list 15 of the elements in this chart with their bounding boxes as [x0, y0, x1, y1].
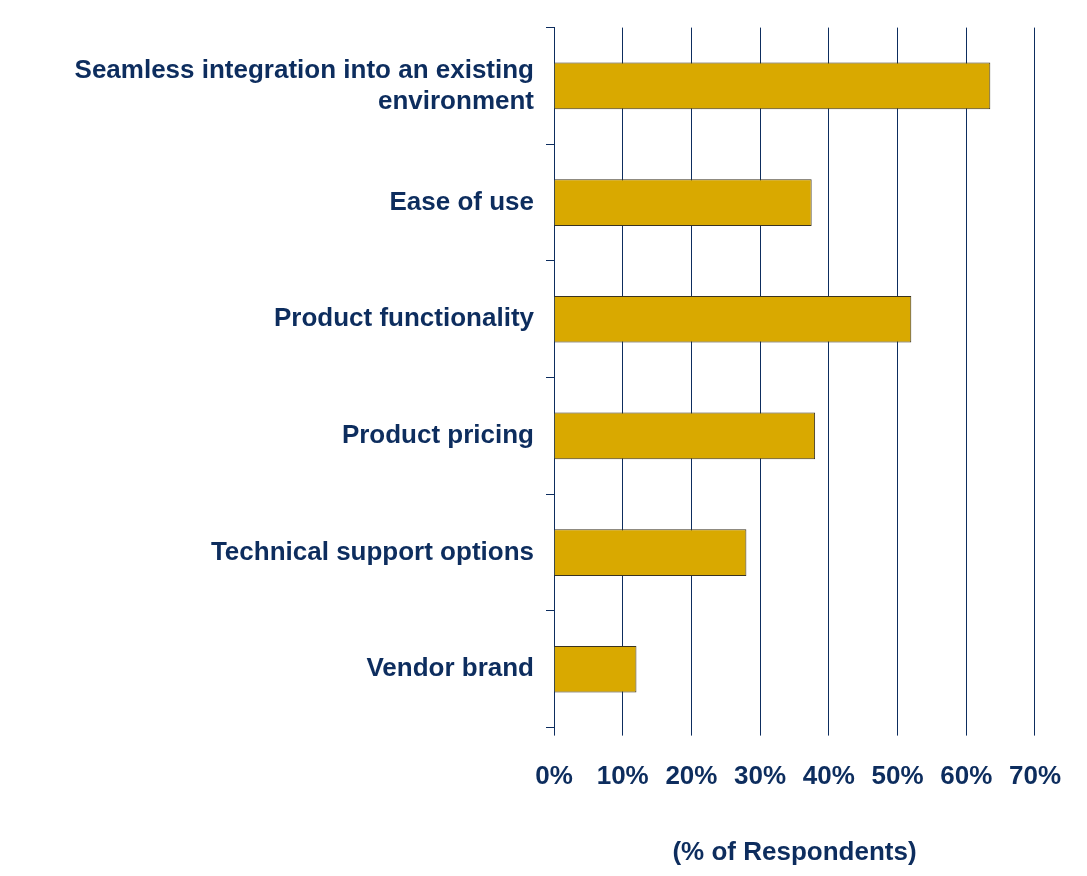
y-tick-label: Ease of use: [389, 185, 534, 216]
x-tick-label: 40%: [802, 760, 855, 791]
y-tick-label: Product pricing: [341, 419, 534, 450]
x-tick-label: 60%: [940, 760, 993, 791]
x-tick-label: 20%: [665, 760, 718, 791]
x-axis-title: (% of Respondents): [672, 835, 917, 866]
x-tick-label: 70%: [1008, 760, 1061, 791]
y-tick-label: Technical support options: [210, 535, 534, 566]
y-tick-label: Product functionality: [274, 302, 535, 333]
x-tick-label: 0%: [535, 760, 573, 791]
x-tick-label: 30%: [734, 760, 787, 791]
x-tick-label: 50%: [871, 760, 924, 791]
x-tick-label: 10%: [596, 760, 649, 791]
y-tick-label: Seamless integration into an existing environment: [74, 53, 535, 115]
y-tick-label: Vendor brand: [366, 652, 534, 683]
